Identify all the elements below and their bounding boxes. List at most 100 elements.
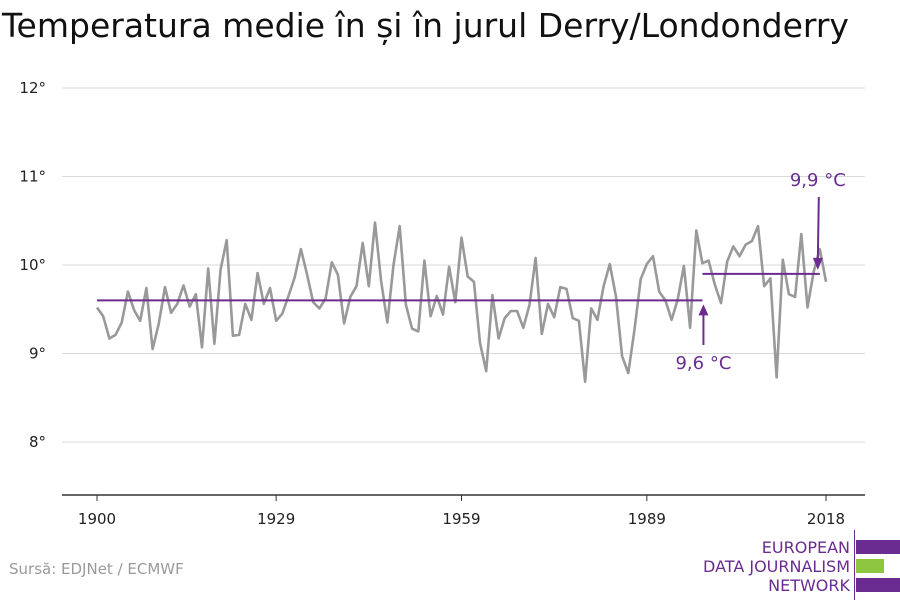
data-point [732, 245, 734, 247]
source-note: Sursă: EDJNet / ECMWF [9, 560, 184, 578]
data-point [318, 307, 320, 309]
logo-bar-purple-top [856, 540, 900, 554]
data-point [529, 304, 531, 306]
data-point [615, 295, 617, 297]
data-point [430, 315, 432, 317]
data-point [238, 334, 240, 336]
series-layer [95, 221, 828, 384]
data-point [158, 322, 160, 324]
data-point [510, 310, 512, 312]
data-point [343, 322, 345, 324]
data-point [800, 233, 802, 235]
data-point [763, 285, 765, 287]
y-tick-label: 12° [19, 79, 46, 97]
data-point [207, 268, 209, 270]
data-point [646, 263, 648, 265]
data-point [658, 291, 660, 293]
data-point [263, 303, 265, 305]
data-point [281, 313, 283, 315]
data-point [553, 316, 555, 318]
data-point [596, 319, 598, 321]
x-tick-label: 1900 [78, 510, 116, 528]
y-tick-labels: 8° 9° 10° 11° 12° [19, 79, 46, 451]
y-tick-label: 9° [29, 345, 46, 363]
data-point [813, 271, 815, 273]
data-point [578, 320, 580, 322]
data-point [226, 239, 228, 241]
data-point [819, 248, 821, 250]
data-point [189, 306, 191, 308]
data-point [176, 303, 178, 305]
logo-line-2: DATA JOURNALISM [703, 557, 850, 576]
data-point [609, 263, 611, 265]
data-point [559, 286, 561, 288]
data-point [584, 381, 586, 383]
data-point [473, 281, 475, 283]
logo-line-3: NETWORK [768, 576, 850, 595]
data-point [634, 329, 636, 331]
logo-bar-green [856, 559, 884, 573]
data-point [627, 372, 629, 374]
data-point [244, 303, 246, 305]
data-point [312, 301, 314, 303]
data-point [411, 328, 413, 330]
data-point [393, 264, 395, 266]
y-tick-label: 8° [29, 433, 46, 451]
data-point [640, 278, 642, 280]
chart-title: Temperatura medie în și în jurul Derry/L… [2, 6, 849, 45]
annotation-label: 9,6 °C [675, 353, 731, 374]
annotation-arrow-head [812, 257, 823, 270]
data-point [572, 317, 574, 319]
data-point [794, 296, 796, 298]
data-point [195, 293, 197, 295]
data-point [127, 291, 129, 293]
data-point [442, 314, 444, 316]
data-point [491, 294, 493, 296]
data-point [479, 342, 481, 344]
data-point [652, 255, 654, 257]
data-point [516, 310, 518, 312]
data-point [108, 338, 110, 340]
data-point [603, 285, 605, 287]
data-point [461, 237, 463, 239]
data-point [399, 225, 401, 227]
data-point [102, 315, 104, 317]
data-point [380, 281, 382, 283]
data-point [220, 268, 222, 270]
logo-line-1: EUROPEAN [761, 538, 850, 557]
x-tick-label: 2018 [807, 510, 845, 528]
data-point [590, 307, 592, 309]
data-point [807, 307, 809, 309]
x-tick-label: 1959 [442, 510, 480, 528]
data-point [701, 262, 703, 264]
data-point [714, 284, 716, 286]
data-point [331, 261, 333, 263]
data-point [423, 260, 425, 262]
data-point [275, 320, 277, 322]
logo-bar-purple-bottom [856, 578, 900, 592]
data-point [349, 296, 351, 298]
data-point [788, 293, 790, 295]
data-point [454, 301, 456, 303]
data-point [745, 244, 747, 246]
data-point [621, 355, 623, 357]
data-point [726, 261, 728, 263]
grid-layer [62, 87, 865, 443]
data-point [683, 265, 685, 267]
data-point [720, 302, 722, 304]
annotation-label: 9,9 °C [790, 170, 846, 191]
data-point [757, 225, 759, 227]
annotation-arrow-head [698, 304, 709, 316]
data-point [485, 370, 487, 372]
data-point [436, 295, 438, 297]
data-point [368, 285, 370, 287]
data-point [671, 319, 673, 321]
data-point [269, 287, 271, 289]
data-point [467, 276, 469, 278]
data-point [362, 242, 364, 244]
logo-divider [854, 530, 855, 600]
data-point [213, 343, 215, 345]
data-point [294, 276, 296, 278]
data-point [96, 307, 98, 309]
data-point [739, 255, 741, 257]
